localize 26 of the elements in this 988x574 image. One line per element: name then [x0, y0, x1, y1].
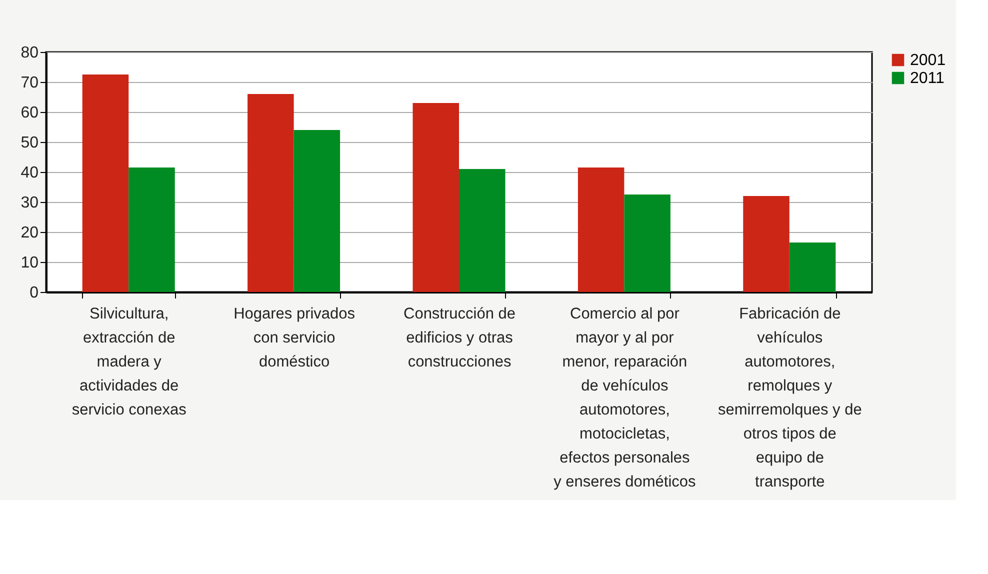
bar: [789, 242, 836, 292]
y-tick-label: 30: [20, 194, 39, 212]
bar: [294, 130, 340, 292]
bar: [412, 103, 459, 292]
y-tick-label: 20: [20, 224, 39, 242]
bar: [82, 74, 129, 292]
y-tick-label: 50: [20, 134, 39, 152]
legend-label: 2011: [910, 70, 945, 87]
x-tick-label: Hogares privados con servicio doméstico: [234, 306, 356, 370]
y-tick-label: 80: [20, 44, 39, 62]
y-tick-label: 60: [20, 104, 39, 122]
bar: [578, 168, 624, 292]
x-tick-label: Comercio al por mayor y al por menor, reparación de vehículos automotores, motocicletas, efectos personales y enseres dométicos: [554, 306, 696, 490]
x-tick-label: Fabricación de vehículos automotores, remolques y semirremolques y de otros tipos de equipo de transporte: [718, 306, 862, 490]
y-tick-label: 10: [20, 254, 39, 272]
bar: [743, 196, 790, 292]
y-tick-label: 40: [20, 164, 39, 182]
x-tick-label: Silvicultura, extracción de madera y actividades de servicio conexas: [72, 306, 187, 418]
x-tick-label: Construcción de edificios y otras construcciones: [403, 306, 516, 370]
bar: [459, 169, 506, 292]
legend-label: 2001: [910, 52, 946, 69]
bar: [248, 94, 294, 292]
bar: [128, 168, 175, 292]
y-tick-label: 70: [20, 74, 39, 92]
y-tick-label: 0: [30, 284, 39, 302]
bar: [624, 194, 670, 292]
